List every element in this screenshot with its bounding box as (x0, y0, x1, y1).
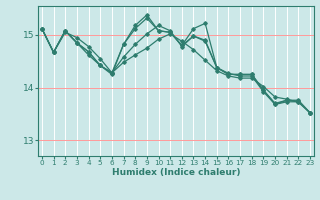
X-axis label: Humidex (Indice chaleur): Humidex (Indice chaleur) (112, 168, 240, 177)
